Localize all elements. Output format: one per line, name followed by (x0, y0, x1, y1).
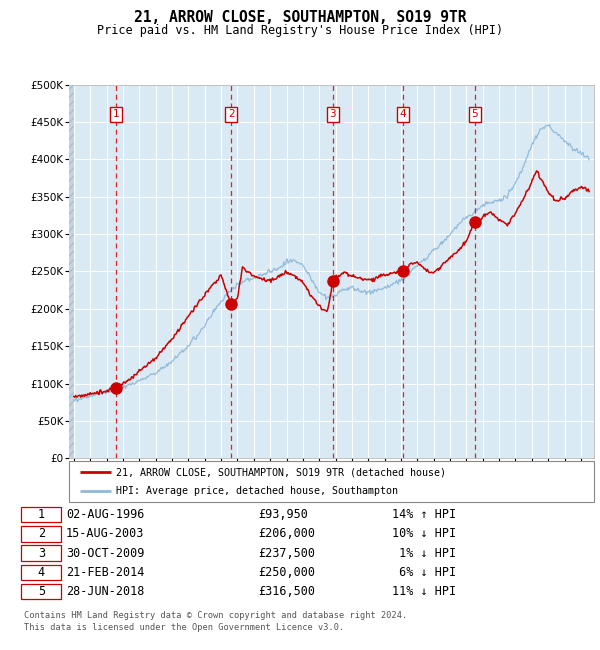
Text: Price paid vs. HM Land Registry's House Price Index (HPI): Price paid vs. HM Land Registry's House … (97, 24, 503, 37)
Text: 02-AUG-1996: 02-AUG-1996 (66, 508, 144, 521)
Text: £206,000: £206,000 (259, 527, 316, 540)
Text: 28-JUN-2018: 28-JUN-2018 (66, 585, 144, 598)
Text: £93,950: £93,950 (259, 508, 308, 521)
Text: 21, ARROW CLOSE, SOUTHAMPTON, SO19 9TR: 21, ARROW CLOSE, SOUTHAMPTON, SO19 9TR (134, 10, 466, 25)
Text: 21, ARROW CLOSE, SOUTHAMPTON, SO19 9TR (detached house): 21, ARROW CLOSE, SOUTHAMPTON, SO19 9TR (… (116, 467, 446, 477)
FancyBboxPatch shape (21, 507, 61, 523)
Text: 5: 5 (471, 109, 478, 120)
Text: 2: 2 (38, 527, 45, 540)
Text: HPI: Average price, detached house, Southampton: HPI: Average price, detached house, Sout… (116, 486, 398, 496)
Text: 21-FEB-2014: 21-FEB-2014 (66, 566, 144, 579)
Text: 10% ↓ HPI: 10% ↓ HPI (392, 527, 457, 540)
Text: 1: 1 (38, 508, 45, 521)
FancyBboxPatch shape (21, 584, 61, 599)
Text: 3: 3 (329, 109, 336, 120)
Text: 30-OCT-2009: 30-OCT-2009 (66, 547, 144, 560)
Text: 5: 5 (38, 585, 45, 598)
Text: 3: 3 (38, 547, 45, 560)
FancyBboxPatch shape (69, 462, 594, 502)
FancyBboxPatch shape (21, 526, 61, 541)
Text: 4: 4 (400, 109, 406, 120)
Text: 11% ↓ HPI: 11% ↓ HPI (392, 585, 457, 598)
FancyBboxPatch shape (21, 545, 61, 561)
Text: This data is licensed under the Open Government Licence v3.0.: This data is licensed under the Open Gov… (24, 623, 344, 632)
Text: 6% ↓ HPI: 6% ↓ HPI (392, 566, 457, 579)
Text: £237,500: £237,500 (259, 547, 316, 560)
Text: 4: 4 (38, 566, 45, 579)
Bar (69, 84, 74, 458)
Text: 15-AUG-2003: 15-AUG-2003 (66, 527, 144, 540)
Text: 2: 2 (228, 109, 235, 120)
Text: £250,000: £250,000 (259, 566, 316, 579)
Text: 1% ↓ HPI: 1% ↓ HPI (392, 547, 457, 560)
Text: Contains HM Land Registry data © Crown copyright and database right 2024.: Contains HM Land Registry data © Crown c… (24, 611, 407, 620)
Text: 1: 1 (113, 109, 119, 120)
FancyBboxPatch shape (21, 565, 61, 580)
Text: £316,500: £316,500 (259, 585, 316, 598)
Text: 14% ↑ HPI: 14% ↑ HPI (392, 508, 457, 521)
